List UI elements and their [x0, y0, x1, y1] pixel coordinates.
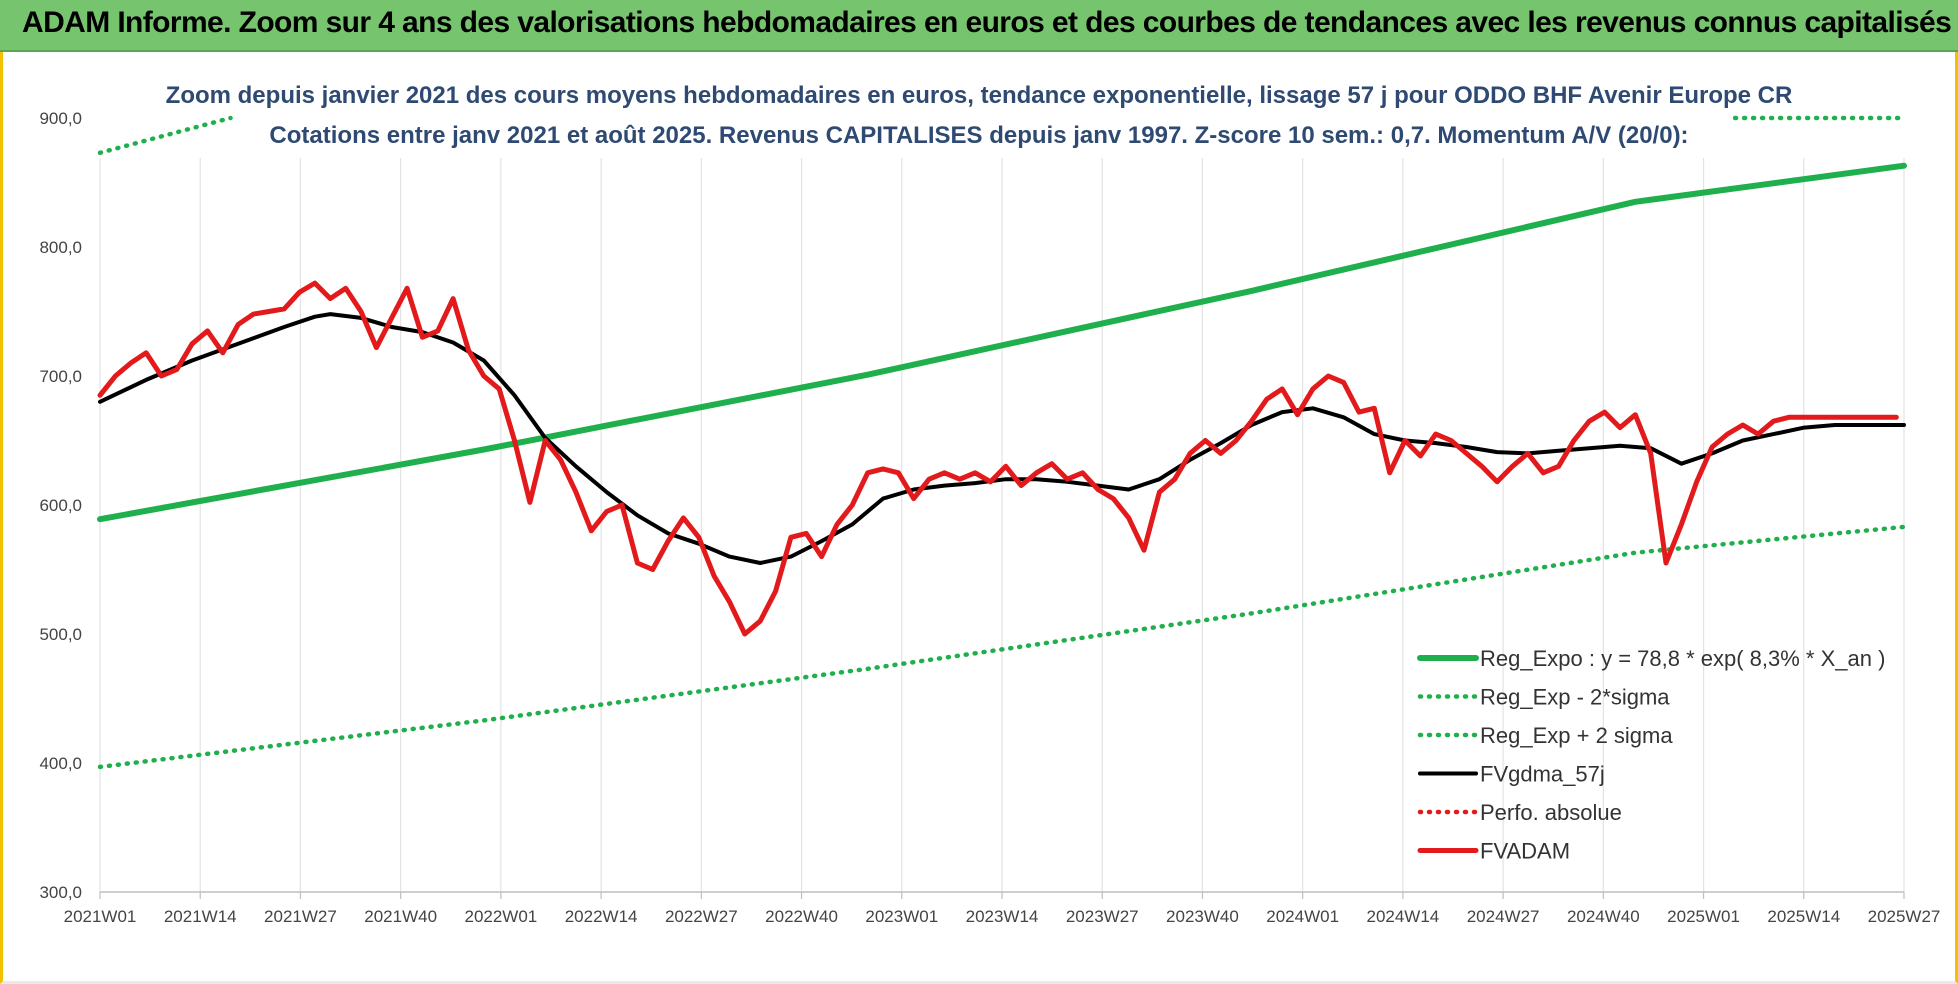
y-axis: 300,0 400,0 500,0 600,0 700,0 800,0 900,0 [39, 109, 82, 902]
x-tick-label: 2023W40 [1166, 907, 1239, 926]
x-tick-label: 2022W40 [765, 907, 838, 926]
chart-grid [99, 158, 1905, 892]
y-tick-label: 600,0 [39, 496, 82, 515]
legend-label-2: Reg_Exp + 2 sigma [1480, 723, 1673, 748]
x-tick-label: 2024W01 [1266, 907, 1339, 926]
y-tick-label: 300,0 [39, 883, 82, 902]
x-tick-label: 2021W14 [164, 907, 237, 926]
x-tick-label: 2022W01 [464, 907, 537, 926]
legend-label-4: Perfo. absolue [1480, 800, 1622, 825]
x-tick-label: 2024W27 [1467, 907, 1540, 926]
report-banner: ADAM Informe. Zoom sur 4 ans des valoris… [0, 0, 1958, 52]
x-tick-label: 2021W27 [264, 907, 337, 926]
x-tick-label: 2024W14 [1366, 907, 1439, 926]
series-layer [97, 115, 1907, 770]
x-tick-label: 2021W01 [64, 907, 137, 926]
chart-frame [0, 52, 1958, 984]
y-tick-label: 700,0 [39, 367, 82, 386]
x-tick-label: 2023W01 [865, 907, 938, 926]
y-tick-label: 900,0 [39, 109, 82, 128]
series-line-5-0 [97, 280, 1899, 637]
report-title: ADAM Informe. Zoom sur 4 ans des valoris… [22, 6, 1952, 39]
x-tick-label: 2025W01 [1667, 907, 1740, 926]
x-tick-label: 2023W27 [1066, 907, 1139, 926]
y-tick-label: 800,0 [39, 238, 82, 257]
x-tick-label: 2022W27 [665, 907, 738, 926]
x-tick-label: 2025W27 [1868, 907, 1941, 926]
chart-legend: Reg_Expo : y = 78,8 * exp( 8,3% * X_an )… [1417, 646, 1885, 864]
series-line-1-0 [97, 524, 1907, 770]
series-line-2-0 [97, 115, 233, 156]
y-tick-label: 500,0 [39, 625, 82, 644]
legend-label-3: FVgdma_57j [1480, 762, 1605, 787]
legend-label-0: Reg_Expo : y = 78,8 * exp( 8,3% * X_an ) [1480, 646, 1885, 671]
chart-title: Zoom depuis janvier 2021 des cours moyen… [166, 82, 1793, 109]
x-tick-label: 2021W40 [364, 907, 437, 926]
x-tick-label: 2023W14 [966, 907, 1039, 926]
legend-label-5: FVADAM [1480, 839, 1570, 864]
legend-label-1: Reg_Exp - 2*sigma [1480, 685, 1670, 710]
x-tick-label: 2022W14 [565, 907, 638, 926]
x-tick-label: 2025W14 [1767, 907, 1840, 926]
series-line-3-0 [98, 312, 1906, 565]
x-tick-label: 2024W40 [1567, 907, 1640, 926]
chart-subtitle: Cotations entre janv 2021 et août 2025. … [269, 122, 1688, 149]
series-line-0-0 [97, 162, 1907, 523]
y-tick-label: 400,0 [39, 754, 82, 773]
x-axis: 2021W01 2021W14 2021W27 2021W40 2022W01 2022W… [64, 892, 1941, 926]
